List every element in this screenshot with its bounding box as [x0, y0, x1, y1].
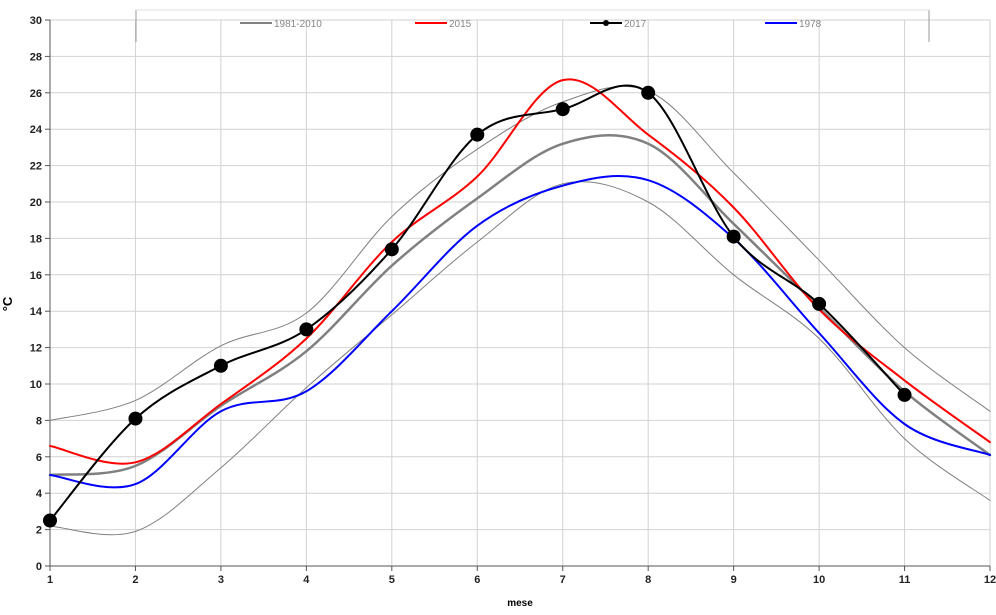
- x-tick-label: 3: [218, 574, 224, 586]
- legend-label: 2017: [624, 19, 647, 30]
- legend-label: 1981-2010: [274, 19, 322, 30]
- y-tick-label: 6: [36, 452, 42, 464]
- envelope-line: [49, 181, 991, 536]
- legend-label: 2015: [449, 19, 472, 30]
- x-tick-label: 6: [474, 574, 480, 586]
- y-tick-label: 0: [36, 561, 42, 573]
- series-line-1978: [49, 175, 991, 489]
- x-tick-label: 11: [899, 574, 911, 586]
- series-lines: [48, 78, 992, 536]
- y-tick-label: 20: [30, 197, 42, 209]
- y-tick-label: 10: [30, 379, 42, 391]
- series-markers: [43, 85, 912, 528]
- data-point: [43, 513, 57, 528]
- x-tick-label: 12: [984, 574, 996, 586]
- y-tick-label: 26: [30, 88, 42, 100]
- y-tick-label: 12: [30, 343, 42, 355]
- y-tick-label: 16: [30, 270, 42, 282]
- envelope-line: [49, 85, 991, 421]
- data-point: [641, 85, 656, 100]
- grid: [49, 19, 991, 567]
- data-point: [213, 358, 228, 373]
- series-line-1981-2010: [48, 134, 992, 477]
- data-point: [470, 127, 485, 142]
- series-line-2015: [49, 78, 991, 465]
- y-tick-label: 30: [30, 15, 42, 27]
- y-tick-label: 22: [30, 161, 42, 173]
- x-tick-label: 2: [132, 574, 138, 586]
- y-axis-label: °C: [0, 296, 15, 311]
- legend-label: 1978: [799, 19, 822, 30]
- data-point: [812, 296, 827, 311]
- y-tick-label: 4: [36, 488, 43, 500]
- y-tick-label: 28: [30, 51, 42, 63]
- y-tick-label: 18: [30, 233, 42, 245]
- data-point: [384, 242, 399, 257]
- data-point: [897, 387, 912, 402]
- x-tick-label: 10: [813, 574, 825, 586]
- x-tick-label: 4: [303, 574, 310, 586]
- data-point: [299, 322, 314, 337]
- y-tick-label: 14: [30, 306, 43, 318]
- data-point: [726, 229, 741, 244]
- y-tick-label: 8: [36, 415, 42, 427]
- y-tick-label: 2: [36, 525, 42, 537]
- data-point: [128, 411, 143, 426]
- x-tick-label: 5: [389, 574, 395, 586]
- x-tick-label: 8: [645, 574, 651, 586]
- x-tick-label: 9: [731, 574, 737, 586]
- x-axis-label: mese: [507, 598, 533, 609]
- y-tick-label: 24: [30, 124, 43, 136]
- data-point: [555, 102, 570, 117]
- x-tick-label: 7: [560, 574, 566, 586]
- legend: 1981-2010 2015 2017 1978: [135, 9, 930, 42]
- legend-marker: [603, 20, 609, 26]
- x-tick-label: 1: [47, 574, 53, 586]
